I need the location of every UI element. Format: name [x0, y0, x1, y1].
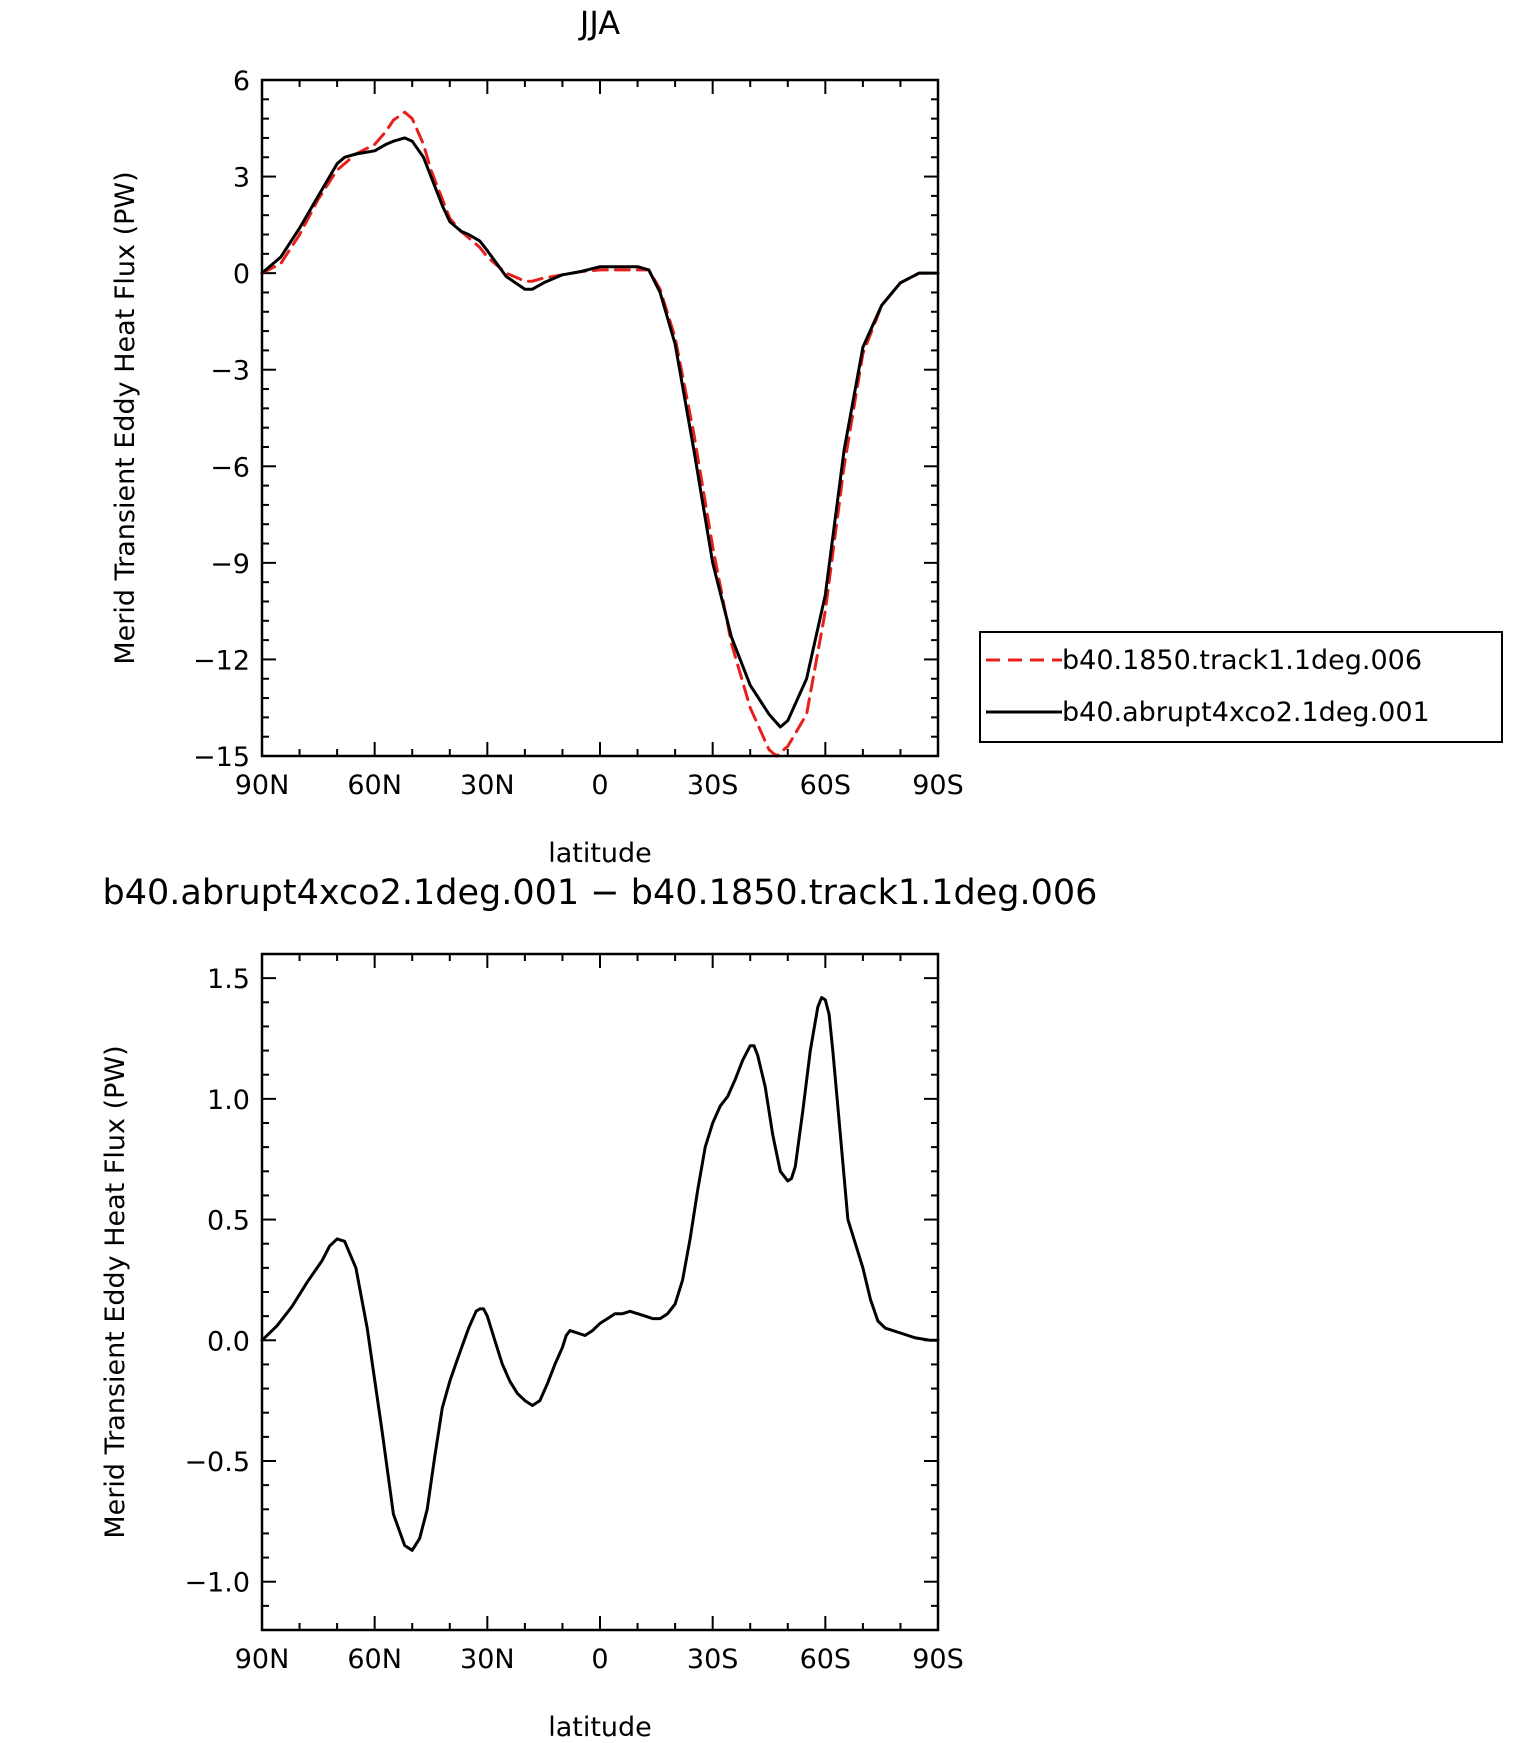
top-series-line-0 — [260, 110, 940, 758]
bottom-x-tick-label: 60S — [800, 1644, 852, 1675]
legend-box — [979, 631, 1503, 743]
top-y-tick-label: −6 — [210, 452, 250, 483]
bottom-plot-frame — [260, 952, 940, 1632]
top-x-tick-label: 90S — [912, 770, 964, 801]
top-series-line-1 — [260, 136, 940, 729]
top-panel: JJA 90N 60N 30N 0 30S 60S 90S 6 3 0 −3 −6 −9 −12 −15 l… — [110, 4, 1503, 869]
top-x-tick-label: 60N — [347, 770, 402, 801]
top-y-tick-label: −9 — [210, 549, 250, 580]
bottom-x-tick-label: 30N — [460, 1644, 515, 1675]
bottom-chart-title: b40.abrupt4xco2.1deg.001 − b40.1850.trac… — [103, 873, 1098, 913]
top-y-tick-label: −12 — [193, 645, 250, 676]
bottom-x-tick-label: 60N — [347, 1644, 402, 1675]
bottom-y-tick-label: 1.0 — [207, 1085, 250, 1116]
top-y-tick-label: −15 — [193, 742, 250, 773]
bottom-y-tick-label: 0.5 — [207, 1206, 250, 1237]
bottom-y-axis-label: Merid Transient Eddy Heat Flux (PW) — [100, 1045, 131, 1538]
bottom-series-line-0 — [260, 996, 940, 1552]
bottom-x-tick-label: 30S — [687, 1644, 739, 1675]
bottom-y-tick-label: −1.0 — [184, 1568, 250, 1599]
top-x-tick-label: 60S — [800, 770, 852, 801]
bottom-x-axis-label: latitude — [548, 1712, 652, 1743]
legend-entry-abrupt4xco2: b40.abrupt4xco2.1deg.001 — [1062, 697, 1430, 728]
bottom-y-tick-label: −0.5 — [184, 1447, 250, 1478]
legend-entry-baseline: b40.1850.track1.1deg.006 — [1062, 645, 1422, 676]
top-x-axis-label: latitude — [548, 838, 652, 869]
top-y-tick-label: 6 — [233, 66, 250, 97]
top-y-tick-label: 0 — [233, 259, 250, 290]
top-y-axis-label: Merid Transient Eddy Heat Flux (PW) — [110, 171, 141, 664]
top-x-tick-label: 30S — [687, 770, 739, 801]
bottom-panel: b40.abrupt4xco2.1deg.001 − b40.1850.trac… — [100, 873, 1097, 1743]
top-x-tick-label: 0 — [591, 770, 608, 801]
legend: b40.1850.track1.1deg.006 b40.abrupt4xco2… — [979, 631, 1503, 743]
top-x-tick-label: 30N — [460, 770, 515, 801]
top-x-tick-label: 90N — [235, 770, 290, 801]
bottom-x-tick-label: 90S — [912, 1644, 964, 1675]
top-plot-frame — [260, 78, 940, 758]
top-y-tick-label: −3 — [210, 356, 250, 387]
top-chart-title: JJA — [578, 4, 620, 42]
top-y-tick-label: 3 — [233, 163, 250, 194]
bottom-y-tick-label: 1.5 — [207, 964, 250, 995]
bottom-x-tick-label: 90N — [235, 1644, 290, 1675]
bottom-y-tick-label: 0.0 — [207, 1326, 250, 1357]
bottom-x-tick-label: 0 — [591, 1644, 608, 1675]
